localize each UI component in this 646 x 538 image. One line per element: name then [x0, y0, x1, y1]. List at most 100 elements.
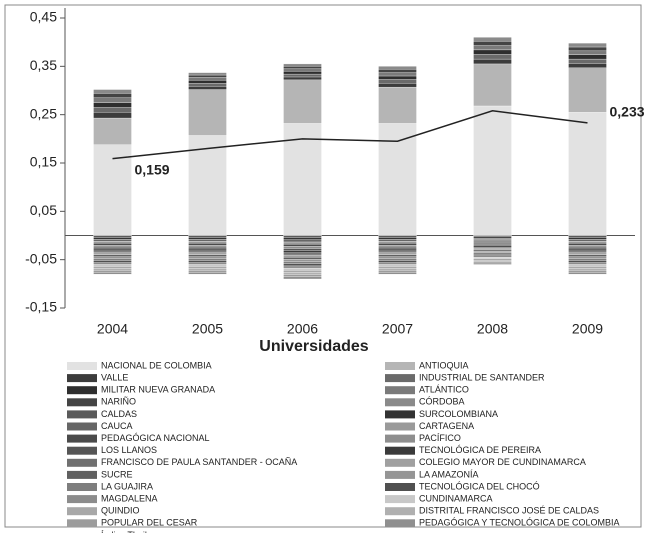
bar-segment	[568, 112, 607, 236]
bar-segment	[283, 265, 322, 269]
bar-segment	[283, 270, 322, 273]
bar-segment	[473, 63, 512, 107]
bar-segment	[188, 258, 227, 261]
bar-segment	[93, 252, 132, 255]
bar-segment	[378, 72, 417, 77]
bar-segment	[283, 248, 322, 251]
legend-label: LA AMAZONÍA	[419, 469, 479, 479]
data-label: 0,233	[610, 104, 645, 120]
bar-segment	[188, 254, 227, 257]
bar-segment	[378, 239, 417, 242]
bar-segment	[188, 272, 227, 275]
bar-segment	[568, 237, 607, 240]
bar-segment	[283, 274, 322, 277]
theil-line	[112, 110, 588, 160]
bar-segment	[568, 245, 607, 248]
legend-swatch	[385, 374, 415, 383]
legend-label: SUCRE	[101, 469, 133, 479]
bar-segment	[473, 248, 512, 251]
bar-segment	[93, 243, 132, 246]
bar-segment	[378, 266, 417, 269]
bar-segment	[473, 54, 512, 60]
legend-label: VALLE	[101, 372, 128, 382]
bar-segment	[93, 144, 132, 236]
legend-swatch	[67, 495, 97, 504]
legend-label: MAGDALENA	[101, 493, 158, 503]
bar-segment	[568, 243, 607, 246]
bar-segment	[568, 58, 607, 64]
bar-segment	[188, 243, 227, 246]
legend-label: NACIONAL DE COLOMBIA	[101, 360, 212, 370]
legend-swatch	[67, 410, 97, 419]
legend-label: COLEGIO MAYOR DE CUNDINAMARCA	[419, 457, 586, 467]
bar-segment	[473, 251, 512, 254]
bar-segment	[378, 256, 417, 259]
legend-swatch	[385, 519, 415, 528]
bar-segment	[473, 235, 512, 238]
bar-segment	[188, 72, 227, 76]
bar-segment	[568, 252, 607, 255]
bar-segment	[378, 248, 417, 252]
bar-segment	[378, 243, 417, 246]
legend-swatch	[67, 458, 97, 467]
legend-label: FRANCISCO DE PAULA SANTANDER - OCAÑA	[101, 457, 297, 467]
bar-segment	[378, 270, 417, 273]
bar-segment	[568, 250, 607, 254]
bar-segment	[283, 71, 322, 75]
bar-segment	[473, 49, 512, 55]
bar-segment	[93, 270, 132, 273]
bar-segment	[378, 254, 417, 257]
legend-swatch	[385, 422, 415, 431]
bar-segment	[378, 260, 417, 263]
bar-segment	[378, 272, 417, 275]
bar-segment	[188, 77, 227, 81]
bar-segment	[473, 241, 512, 243]
legend-swatch	[67, 470, 97, 479]
bar-segment	[93, 272, 132, 275]
y-tick-label: 0,45	[30, 9, 57, 25]
bar-segment	[93, 235, 132, 238]
bar-segment	[568, 67, 607, 113]
legend-swatch	[67, 374, 97, 383]
bar-segment	[93, 89, 132, 94]
legend-label: CÓRDOBA	[419, 397, 465, 407]
bar-segment	[473, 37, 512, 42]
bar-segment	[568, 272, 607, 275]
bar-segment	[568, 235, 607, 238]
y-tick-label: 0,35	[30, 57, 57, 73]
bar-segment	[473, 257, 512, 259]
bar-segment	[93, 250, 132, 254]
legend-label: TECNOLÓGICA DEL CHOCÓ	[419, 481, 540, 491]
bar-segment	[93, 102, 132, 108]
bar-segment	[93, 260, 132, 263]
bar-segment	[473, 45, 512, 51]
legend-label: LOS LLANOS	[101, 445, 157, 455]
x-tick-label: 2009	[572, 321, 603, 337]
legend-swatch	[67, 507, 97, 516]
bar-segment	[93, 246, 132, 250]
legend-label: CAUCA	[101, 421, 133, 431]
bar-segment	[378, 241, 417, 244]
bar-segment	[93, 237, 132, 240]
bar-segment	[473, 259, 512, 262]
bar-segment	[568, 42, 607, 48]
legend-label: SURCOLOMBIANA	[419, 409, 498, 419]
legend-label: QUINDIO	[101, 506, 140, 516]
legend-label: CARTAGENA	[419, 421, 474, 431]
y-tick-label: 0,05	[30, 202, 57, 218]
bar-segment	[283, 261, 322, 264]
bar-segment	[378, 262, 417, 265]
bar-segment	[378, 258, 417, 261]
bar-segment	[93, 245, 132, 248]
bar-segment	[188, 262, 227, 265]
data-label: 0,159	[135, 161, 170, 177]
bar-segment	[93, 264, 132, 267]
x-tick-label: 2008	[477, 321, 508, 337]
bar-segment	[93, 239, 132, 242]
x-tick-label: 2006	[287, 321, 318, 337]
bar-segment	[93, 112, 132, 119]
legend-swatch	[385, 362, 415, 370]
x-axis-label: Universidades	[259, 338, 368, 355]
bar-segment	[473, 252, 512, 255]
